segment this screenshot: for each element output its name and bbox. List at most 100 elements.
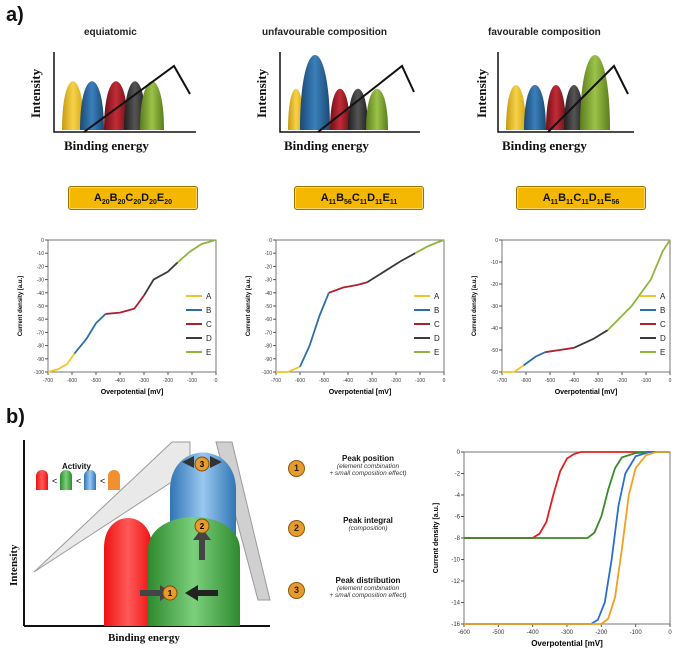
legend-label-E: E xyxy=(206,348,211,357)
series-line-green xyxy=(464,451,670,539)
series-line-D xyxy=(143,261,179,296)
x-tick-label: -600 xyxy=(458,630,471,636)
xps-plot-unfavourable xyxy=(279,52,420,133)
red-peak xyxy=(104,518,152,626)
series-line-A xyxy=(47,353,76,373)
y-tick-label: -40 xyxy=(265,291,272,297)
x-tick-label: -500 xyxy=(91,378,101,384)
y-tick-label: -50 xyxy=(265,304,272,310)
legend-label-D: D xyxy=(434,334,440,343)
svg-text:3: 3 xyxy=(200,460,205,469)
formula-element: A11 xyxy=(542,192,559,207)
x-axis-label: Overpotential [mV] xyxy=(555,389,618,396)
x-tick-label: 0 xyxy=(668,630,672,636)
peak-schematic: 1 2 3 < < < xyxy=(23,440,271,627)
xps-xlabel-1: Binding energy xyxy=(64,138,149,153)
series-line-A xyxy=(276,365,301,373)
series-line-C xyxy=(545,346,575,354)
formula-element: A20 xyxy=(93,192,110,207)
series-line-D xyxy=(366,252,416,284)
peak-b xyxy=(80,81,104,130)
peak-e xyxy=(580,55,610,130)
activity-line xyxy=(83,64,191,133)
x-axis-label: Overpotential [mV] xyxy=(329,389,392,396)
series-line-C xyxy=(105,294,145,315)
y-tick-label: -10 xyxy=(265,251,272,257)
formula-element: B56 xyxy=(336,192,352,207)
series-line-E xyxy=(414,239,445,254)
panel-b-label: b) xyxy=(6,406,25,428)
svg-text:<: < xyxy=(76,476,81,486)
y-tick-label: -4 xyxy=(455,493,461,499)
legend-label-B: B xyxy=(434,306,439,315)
schematic-ylabel: Intensity xyxy=(8,544,20,586)
series-line-B xyxy=(523,351,546,367)
formula-element: D11 xyxy=(588,192,605,207)
y-tick-label: -20 xyxy=(491,282,498,288)
svg-text:<: < xyxy=(100,476,105,486)
x-tick-label: -500 xyxy=(545,378,555,384)
x-tick-label: -700 xyxy=(43,378,53,384)
y-tick-label: -12 xyxy=(451,579,460,585)
svg-text:1: 1 xyxy=(168,589,173,598)
x-tick-label: -300 xyxy=(139,378,149,384)
xps-ylabel-2: Intensity xyxy=(254,68,269,118)
formula-box-1: A20B20C20D20E20 xyxy=(68,186,198,210)
svg-text:2: 2 xyxy=(200,522,205,531)
formula-subscript: 11 xyxy=(359,199,368,207)
formula-subscript: 20 xyxy=(133,199,142,207)
xps-xlabel-3: Binding energy xyxy=(502,138,587,153)
y-tick-label: -20 xyxy=(37,264,44,270)
formula-element: D11 xyxy=(367,192,383,207)
x-tick-label: -400 xyxy=(115,378,125,384)
legend-label-E: E xyxy=(660,348,665,357)
y-tick-label: -60 xyxy=(37,317,44,323)
xps-axes xyxy=(497,52,634,133)
x-tick-label: -600 xyxy=(521,378,531,384)
peak-a xyxy=(62,81,84,130)
x-tick-label: -400 xyxy=(527,630,540,636)
y-tick-label: -16 xyxy=(451,622,460,628)
formula-element: B20 xyxy=(109,192,126,207)
x-tick-label: -300 xyxy=(593,378,603,384)
formula-element: C11 xyxy=(351,192,368,207)
series-line-orange xyxy=(464,451,670,625)
x-tick-label: -500 xyxy=(319,378,329,384)
y-tick-label: -80 xyxy=(37,344,44,350)
polarization-chart-unfavourable: -700 -600 -500 -400 -300 -200 -100 0 0 -10 -20 -30 -… xyxy=(246,238,446,396)
y-tick-label: -20 xyxy=(265,264,272,270)
x-tick-label: 0 xyxy=(215,378,218,384)
polarization-chart-favourable: -700 -600 -500 -400 -300 -200 -100 0 0 -10 -20 -30 -… xyxy=(472,238,672,396)
formula-box-3: A11B11C11D11E56 xyxy=(516,186,646,210)
formula-element: E11 xyxy=(382,192,398,207)
descriptor-sub1: (element combination xyxy=(336,585,400,592)
x-tick-label: -600 xyxy=(67,378,77,384)
formula-subscript: 11 xyxy=(550,199,559,207)
activity-line xyxy=(317,64,415,133)
series-line-red xyxy=(464,451,670,539)
formula-subscript: 20 xyxy=(164,199,173,207)
peak-e xyxy=(366,88,388,130)
formula-element: C20 xyxy=(125,192,142,207)
y-tick-label: 0 xyxy=(495,238,498,244)
peak-d xyxy=(564,85,584,130)
xps-axes xyxy=(53,52,196,133)
descriptor-item-2: 2 Peak integral (composition) xyxy=(288,516,428,537)
y-axis-label: Current density [a.u.] xyxy=(18,276,24,336)
y-tick-label: -40 xyxy=(37,291,44,297)
y-tick-label: -100 xyxy=(262,370,272,376)
y-tick-label: -30 xyxy=(491,304,498,310)
y-tick-label: -50 xyxy=(37,304,44,310)
formula-subscript: 11 xyxy=(375,199,383,207)
x-tick-label: -400 xyxy=(569,378,579,384)
y-tick-label: -40 xyxy=(491,326,498,332)
x-tick-label: -200 xyxy=(617,378,627,384)
x-tick-label: 0 xyxy=(669,378,672,384)
x-tick-label: -700 xyxy=(497,378,507,384)
series-line-E xyxy=(606,239,671,331)
y-tick-label: 0 xyxy=(269,238,272,244)
descriptor-number: 3 xyxy=(288,582,305,599)
x-tick-label: -300 xyxy=(561,630,574,636)
descriptor-number: 2 xyxy=(288,520,305,537)
y-tick-label: -6 xyxy=(455,515,461,521)
